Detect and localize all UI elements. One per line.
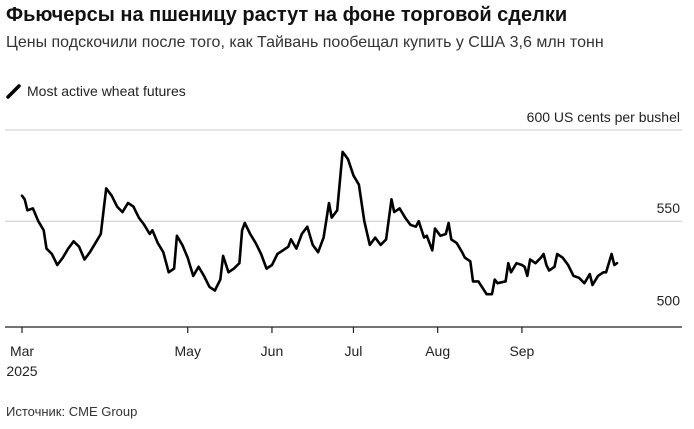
x-tick-label-jul: Jul xyxy=(345,343,363,359)
x-tick-label-aug: Aug xyxy=(425,343,450,359)
chart-title: Фьючерсы на пшеницу растут на фоне торго… xyxy=(6,4,568,26)
x-tick-label-mar: Mar xyxy=(10,343,34,359)
y-tick-label-500: 500 xyxy=(657,292,681,308)
chart-subtitle: Цены подскочили после того, как Тайвань … xyxy=(6,34,604,51)
y-tick-label-600: 600 US cents per bushel xyxy=(527,109,680,125)
x-tick-label-may: May xyxy=(175,343,201,359)
source-note: Источник: CME Group xyxy=(6,404,138,419)
legend: Most active wheat futures xyxy=(6,81,186,101)
legend-swatch-mark xyxy=(6,83,21,99)
x-tick-label-sep: Sep xyxy=(509,343,534,359)
x-tick-sublabel-year: 2025 xyxy=(6,363,37,379)
x-tick-label-jun: Jun xyxy=(261,343,284,359)
legend-label: Most active wheat futures xyxy=(27,83,186,99)
line-chart: 600 US cents per bushel 550 500 Mar 2025 May J… xyxy=(5,109,682,379)
y-tick-label-550: 550 xyxy=(657,200,681,216)
chart-area: 600 US cents per bushel 550 500 Mar 2025 May J… xyxy=(0,100,694,390)
legend-swatch-icon xyxy=(6,83,21,99)
series-line-wheat-futures xyxy=(20,150,619,296)
